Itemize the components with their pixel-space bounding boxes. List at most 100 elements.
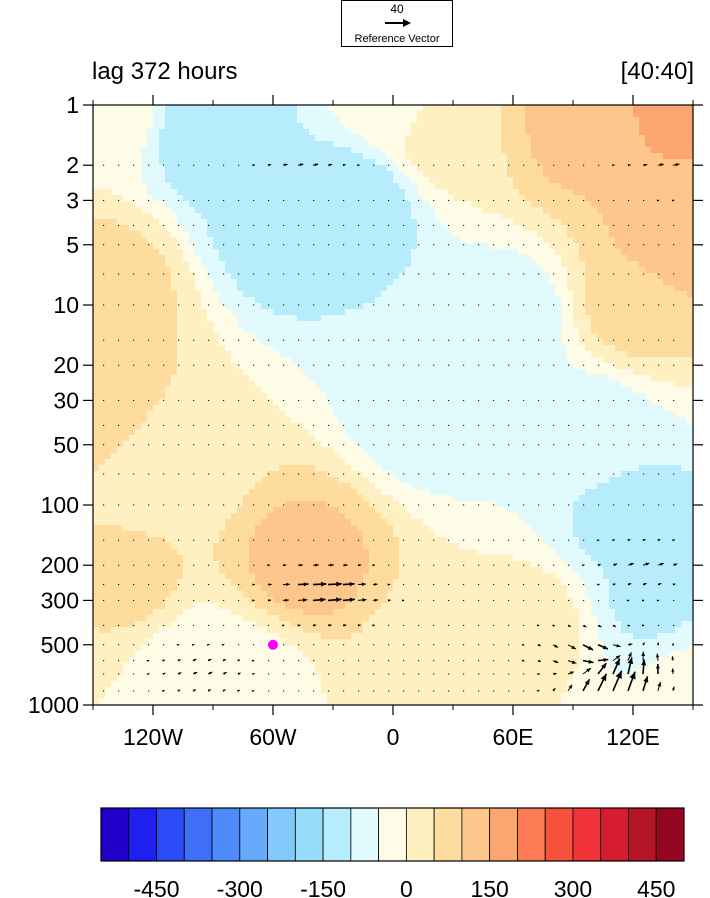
vector-arrow-head [349, 597, 355, 603]
vector-arrow-head [656, 599, 660, 602]
reference-vector-value: 40 [390, 2, 404, 16]
colorbar-swatch [405, 807, 435, 862]
colorbar-swatch [239, 807, 268, 862]
colorbar-tick-label: -300 [217, 876, 263, 898]
vector-arrow-head [357, 164, 360, 167]
y-tick-label: 300 [41, 587, 79, 613]
vector-arrow-head [208, 671, 213, 675]
colorbar-tick-label: 150 [470, 876, 508, 898]
vector-arrow-head [374, 583, 378, 586]
vector-arrow-head [162, 659, 165, 662]
colorbar-swatch [156, 807, 185, 862]
colorbar-swatch [517, 807, 546, 862]
vector-arrow-head [372, 624, 375, 627]
vector-arrow-head [628, 583, 632, 586]
y-tick-label: 200 [41, 552, 79, 578]
vector-arrow-head [627, 624, 631, 627]
vector-arrow-head [614, 658, 620, 666]
vector-arrow-head [283, 563, 287, 567]
vector-arrow-head [268, 163, 272, 167]
vector-arrow-head [521, 659, 525, 662]
vector-arrow-head [627, 657, 634, 665]
vector-arrow-head [569, 671, 574, 675]
y-tick-label: 100 [41, 492, 79, 518]
vector-arrow-head [252, 164, 255, 167]
vector-arrow-head [603, 657, 609, 663]
vector-arrow-head [657, 681, 662, 687]
vector-arrow-head [537, 659, 541, 662]
vector-arrow-head [268, 583, 272, 586]
x-tick-label: 0 [387, 724, 400, 750]
vector-arrow-head [221, 644, 225, 647]
vector-arrow-head [615, 655, 621, 660]
y-tick-label: 10 [53, 292, 79, 318]
vector-arrow-head [252, 599, 255, 602]
vector-arrow-head [342, 164, 346, 167]
vector-arrow-head [601, 663, 607, 669]
reference-vector-arrow [385, 19, 411, 27]
vector-arrow-head [299, 563, 303, 567]
vector-arrow-head [177, 689, 181, 693]
location-marker [268, 639, 278, 650]
colorbar-tick-label: 300 [554, 876, 592, 898]
vector-arrow-head [162, 672, 166, 676]
vector-arrow-head [284, 163, 288, 167]
vector-arrow-head [537, 672, 540, 676]
vector-arrow-head [567, 624, 571, 627]
colorbar-tick-label: -150 [300, 876, 346, 898]
vector-arrow-head [193, 659, 197, 662]
vector-arrow-head [237, 659, 241, 662]
vector-arrow-head [328, 163, 333, 167]
vector-arrow-head [656, 642, 660, 646]
vector-arrow-head [146, 660, 150, 662]
vector-arrow-head [401, 599, 405, 602]
vector-arrow-head [612, 539, 615, 542]
vector-arrow-head [313, 624, 317, 627]
y-tick-label: 20 [53, 352, 79, 378]
vector-arrow-head [387, 599, 391, 602]
vector-arrow-head [192, 689, 196, 692]
vector-arrow-head [146, 673, 150, 676]
y-tick-label: 1 [66, 92, 79, 118]
vector-arrow-head [328, 624, 332, 627]
vector-arrow-head [252, 583, 255, 586]
x-tick-label: 120E [606, 724, 660, 750]
vector-arrow-head [251, 659, 255, 662]
vector-arrow-head [553, 672, 557, 676]
vector-arrow-head [671, 656, 675, 660]
colorbar-swatch [572, 807, 602, 862]
colorbar-swatch [655, 807, 685, 862]
chart-title-right: [40:40] [620, 58, 694, 85]
vector-arrow-head [571, 660, 577, 664]
vector-arrow-head [374, 598, 379, 602]
vector-arrow-head [629, 562, 634, 566]
vector-arrow-head [267, 564, 271, 567]
vector-arrow-head [587, 645, 594, 650]
colorbar-swatch [628, 807, 657, 862]
vector-arrow-head [554, 660, 559, 663]
vector-arrow-head [299, 163, 304, 167]
vector-arrow-head [671, 199, 675, 202]
shaded-field [93, 105, 693, 705]
colorbar-tick-label: -450 [134, 876, 180, 898]
vector-arrow-head [581, 564, 585, 567]
y-tick-label: 30 [53, 387, 79, 413]
colorbar-swatch [211, 807, 241, 862]
vector-arrow-head [658, 583, 662, 586]
vector-arrow-head [642, 539, 646, 542]
vector-arrow-head [671, 668, 675, 672]
vector-arrow-head [222, 689, 226, 692]
vector-arrow-head [222, 659, 226, 662]
colorbar-swatch [350, 807, 380, 862]
colorbar-swatch [294, 807, 324, 862]
vector-arrow-head [286, 582, 290, 587]
x-tick-label: 120W [123, 724, 183, 750]
vector-arrow-head [629, 643, 633, 646]
vector-arrow-head [628, 652, 632, 657]
y-tick-label: 50 [53, 432, 79, 458]
vector-arrow-head [176, 644, 180, 647]
vector-arrow-head [645, 562, 650, 566]
vector-arrow-head [626, 599, 630, 602]
x-tick-label: 60W [249, 724, 297, 750]
